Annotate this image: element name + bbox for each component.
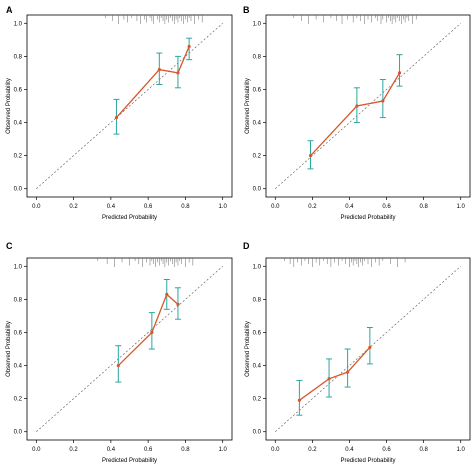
y-axis-label: Observed Probability — [245, 321, 251, 377]
calibration-point — [187, 44, 191, 49]
y-tick-label: 0.2 — [14, 154, 23, 160]
y-tick-label: 0.0 — [253, 430, 262, 436]
y-tick-label: 1.0 — [14, 21, 23, 27]
x-axis-label: Predicted Probability — [340, 458, 395, 464]
x-axis-label: Predicted Probability — [102, 215, 157, 221]
y-tick-label: 0.4 — [253, 364, 262, 370]
x-tick-label: 0.2 — [69, 204, 78, 210]
x-tick-label: 0.0 — [32, 447, 41, 453]
calibration-point — [165, 292, 169, 296]
panel-label: B — [243, 5, 250, 15]
x-tick-label: 0.6 — [382, 204, 391, 210]
panel-a: A 0.0 0.2 0.4 0.6 0.8 1.0 0.0 0.2 0.4 0.6 0.8 1.0 Pre… — [6, 5, 233, 221]
calibration-point — [308, 154, 313, 158]
x-tick-label: 0.0 — [271, 447, 280, 453]
x-tick-label: 0.4 — [345, 204, 354, 210]
y-axis-label: Observed Probability — [6, 78, 12, 134]
x-tick-label: 0.4 — [107, 447, 116, 453]
plot-frame — [26, 14, 233, 198]
calibration-point — [176, 71, 180, 75]
x-tick-label: 0.0 — [32, 204, 41, 210]
panel-c: C 0.0 0.2 0.4 0.6 0.8 1.0 0.0 0.2 0.4 0.6 0.8 1.0 Pre… — [6, 241, 233, 464]
x-tick-label: 0.2 — [308, 447, 317, 453]
calibration-point — [114, 115, 119, 120]
x-tick-label: 0.6 — [144, 447, 153, 453]
x-tick-label: 0.8 — [419, 447, 428, 453]
x-tick-label: 0.4 — [345, 447, 354, 453]
y-tick-label: 0.8 — [14, 297, 23, 303]
y-tick-label: 0.6 — [253, 330, 262, 336]
y-tick-label: 1.0 — [14, 264, 23, 270]
y-tick-label: 0.6 — [14, 330, 23, 336]
calibration-line — [117, 293, 179, 367]
calibration-point — [397, 71, 402, 75]
panel-label: D — [243, 241, 250, 251]
x-tick-label: 0.2 — [308, 204, 317, 210]
x-tick-label: 0.6 — [144, 204, 153, 210]
x-tick-label: 1.0 — [219, 204, 228, 210]
panel-label: A — [6, 5, 13, 15]
y-tick-label: 0.0 — [253, 187, 262, 193]
y-tick-label: 0.6 — [253, 87, 262, 93]
x-tick-label: 0.8 — [419, 204, 428, 210]
y-tick-label: 0.4 — [14, 364, 23, 370]
calibration-line — [299, 346, 371, 401]
y-tick-label: 0.0 — [14, 187, 23, 193]
reference-line — [36, 23, 223, 189]
y-tick-label: 1.0 — [253, 21, 262, 27]
y-tick-label: 0.8 — [14, 54, 23, 60]
x-axis-label: Predicted Probability — [340, 215, 395, 221]
x-tick-label: 0.8 — [181, 204, 190, 210]
calibration-point — [297, 398, 301, 402]
panel-d: D 0.0 0.2 0.4 0.6 0.8 1.0 0.0 0.2 0.4 0.6 0.8 1.0 Pre… — [243, 241, 471, 464]
calibration-point — [150, 330, 154, 335]
y-axis-label: Observed Probability — [6, 321, 12, 377]
x-tick-label: 0.2 — [69, 447, 78, 453]
x-tick-label: 0.4 — [107, 204, 116, 210]
x-axis-label: Predicted Probability — [102, 458, 157, 464]
reference-line — [275, 23, 461, 189]
y-tick-label: 0.2 — [253, 397, 262, 403]
y-tick-label: 0.8 — [253, 297, 262, 303]
calibration-point — [368, 345, 372, 349]
y-axis-label: Observed Probability — [245, 78, 251, 134]
calibration-point — [116, 363, 120, 368]
y-tick-label: 0.0 — [14, 430, 23, 436]
x-tick-label: 1.0 — [457, 204, 466, 210]
y-tick-label: 0.4 — [253, 121, 262, 127]
y-tick-label: 0.2 — [253, 154, 262, 160]
calibration-point — [346, 370, 350, 374]
x-tick-label: 0.0 — [271, 204, 280, 210]
calibration-point — [355, 104, 359, 108]
calibration-point — [176, 302, 180, 306]
calibration-point — [381, 99, 385, 103]
x-tick-label: 0.8 — [181, 447, 190, 453]
calibration-line — [310, 72, 401, 157]
x-tick-label: 1.0 — [457, 447, 466, 453]
y-tick-label: 0.8 — [253, 54, 262, 60]
reference-line — [36, 266, 223, 432]
calibration-point — [157, 68, 161, 72]
panel-b: B 0.0 0.2 0.4 0.6 0.8 1.0 0.0 0.2 0.4 0.6 0.8 1.0 Pre… — [243, 5, 471, 221]
calibration-line — [115, 46, 190, 119]
y-tick-label: 0.2 — [14, 397, 23, 403]
y-tick-label: 0.6 — [14, 87, 23, 93]
y-tick-label: 1.0 — [253, 264, 262, 270]
y-tick-label: 0.4 — [14, 121, 23, 127]
calibration-point — [327, 377, 331, 381]
panel-label: C — [6, 241, 13, 251]
x-tick-label: 1.0 — [219, 447, 228, 453]
x-tick-label: 0.6 — [382, 447, 391, 453]
